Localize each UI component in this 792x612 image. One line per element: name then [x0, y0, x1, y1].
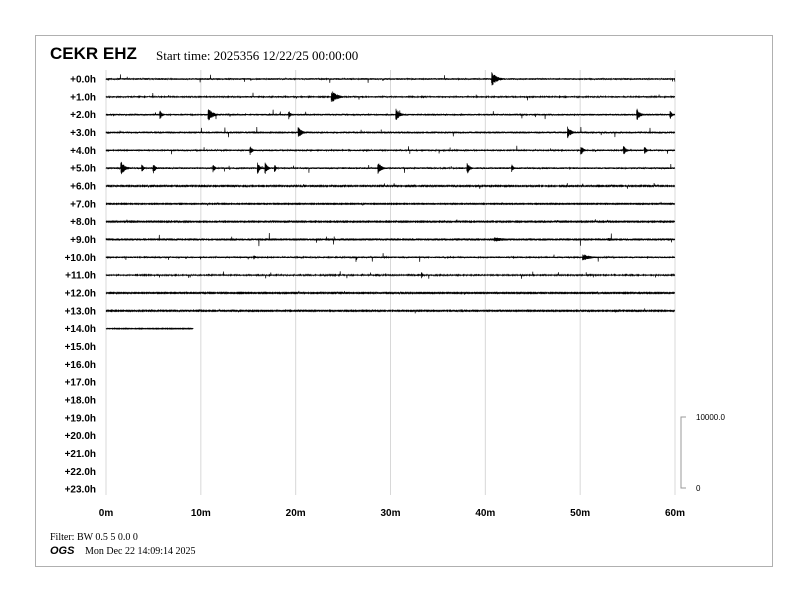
x-tick-label: 30m: [380, 508, 400, 519]
agency-logo: OGS: [50, 545, 75, 557]
trace-row-9: [105, 232, 676, 247]
row-label: +11.0h: [65, 271, 96, 282]
row-label: +4.0h: [70, 146, 96, 157]
generated-time: Mon Dec 22 14:09:14 2025: [85, 546, 196, 557]
row-label: +10.0h: [65, 253, 96, 264]
trace-row-2: [105, 108, 676, 121]
x-tick-label: 20m: [286, 508, 306, 519]
row-label: +9.0h: [70, 235, 96, 246]
trace-row-8: [105, 219, 676, 224]
x-tick-label: 50m: [570, 508, 590, 519]
row-label: +3.0h: [70, 128, 96, 139]
row-label: +13.0h: [65, 306, 96, 317]
row-label: +18.0h: [65, 395, 96, 406]
plot-frame: [35, 35, 773, 567]
row-label: +15.0h: [65, 342, 96, 353]
trace-row-5: [105, 161, 676, 175]
row-label: +23.0h: [65, 485, 96, 496]
row-label: +19.0h: [65, 413, 96, 424]
trace-row-0: [105, 72, 676, 86]
scale-bar: [680, 416, 686, 489]
x-tick-label: 0m: [99, 508, 114, 519]
row-label: +17.0h: [65, 378, 96, 389]
trace-row-4: [105, 145, 676, 156]
trace-row-14: [105, 327, 194, 331]
row-label: +1.0h: [70, 92, 96, 103]
row-label: +0.0h: [70, 75, 96, 86]
scale-bottom-label: 0: [696, 484, 701, 493]
trace-row-13: [105, 308, 676, 314]
station-title: CEKR EHZ: [50, 44, 137, 63]
row-label: +7.0h: [70, 199, 96, 210]
row-label: +8.0h: [70, 217, 96, 228]
trace-row-3: [105, 126, 676, 139]
trace-row-11: [105, 271, 676, 279]
row-label: +12.0h: [65, 288, 96, 299]
row-label: +20.0h: [65, 431, 96, 442]
start-time: Start time: 2025356 12/22/25 00:00:00: [156, 48, 359, 63]
row-label: +16.0h: [65, 360, 96, 371]
trace-row-6: [105, 182, 676, 189]
x-tick-label: 60m: [665, 508, 685, 519]
trace-row-7: [105, 201, 676, 206]
row-label: +6.0h: [70, 181, 96, 192]
scale-top-label: 10000.0: [696, 413, 725, 422]
x-tick-label: 10m: [191, 508, 211, 519]
row-label: +14.0h: [65, 324, 96, 335]
row-label: +21.0h: [65, 449, 96, 460]
trace-row-10: [105, 253, 676, 262]
trace-row-1: [105, 91, 676, 102]
trace-row-12: [105, 290, 676, 295]
x-tick-label: 40m: [475, 508, 495, 519]
row-label: +22.0h: [65, 467, 96, 478]
filter-info: Filter: BW 0.5 5 0.0 0: [50, 532, 138, 543]
row-label: +5.0h: [70, 164, 96, 175]
row-label: +2.0h: [70, 110, 96, 121]
